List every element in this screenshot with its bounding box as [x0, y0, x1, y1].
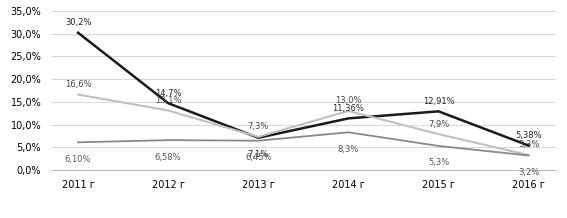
Text: 6,10%: 6,10% [65, 155, 91, 164]
Text: 7,1%: 7,1% [248, 150, 269, 159]
Text: 7,9%: 7,9% [428, 119, 449, 129]
Text: 14,7%: 14,7% [155, 89, 181, 98]
Text: 7,3%: 7,3% [248, 122, 269, 131]
Text: 30,2%: 30,2% [65, 18, 91, 27]
Text: 6,58%: 6,58% [155, 153, 181, 162]
Text: 6,45%: 6,45% [245, 153, 272, 162]
Text: 5,38%: 5,38% [515, 131, 542, 140]
Text: 3,3%: 3,3% [518, 140, 539, 150]
Text: 3,2%: 3,2% [518, 168, 539, 177]
Text: 13,0%: 13,0% [335, 96, 362, 105]
Text: 11,36%: 11,36% [332, 104, 365, 113]
Text: 16,6%: 16,6% [65, 80, 91, 89]
Text: 12,91%: 12,91% [423, 97, 454, 106]
Text: 5,3%: 5,3% [428, 158, 449, 167]
Text: 8,3%: 8,3% [338, 145, 359, 154]
Text: 13,1%: 13,1% [155, 96, 181, 105]
